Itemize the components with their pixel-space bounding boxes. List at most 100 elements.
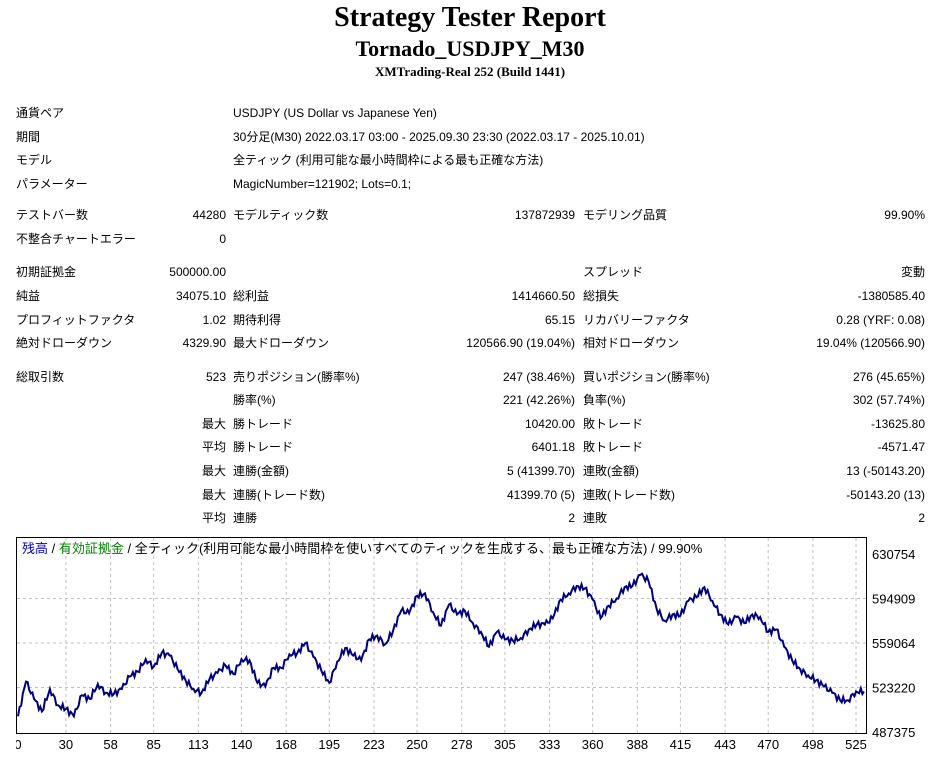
x-tick-label: 305 bbox=[494, 737, 516, 752]
deposit-value: 500000.00 bbox=[169, 265, 226, 279]
long-label: 買いポジション(勝率%) bbox=[583, 370, 710, 384]
quality-value: 99.90% bbox=[884, 208, 925, 222]
max-cons-loss-label: 連敗(金額) bbox=[583, 464, 639, 478]
avg-win-value: 6401.18 bbox=[531, 440, 575, 454]
avg-loss-label: 敗トレード bbox=[583, 440, 644, 454]
pf-label: プロフィットファクタ bbox=[16, 313, 136, 327]
legend-separator: / bbox=[48, 541, 59, 556]
win-rate-label: 勝率(%) bbox=[233, 393, 276, 407]
x-tick-label: 498 bbox=[802, 737, 824, 752]
y-axis: 630754 594909 559064 523220 487375 bbox=[872, 547, 915, 740]
legend-balance: 残高 bbox=[22, 541, 48, 556]
x-tick-label: 525 bbox=[845, 737, 867, 752]
grid bbox=[17, 538, 866, 733]
balance-chart: 630754 594909 559064 523220 487375 0 30 58 85 11… bbox=[16, 537, 915, 752]
y-tick-label: 630754 bbox=[872, 547, 915, 562]
x-tick-label: 360 bbox=[582, 737, 604, 752]
period-value: 30分足(M30) 2022.03.17 03:00 - 2025.09.30 … bbox=[233, 130, 645, 144]
long-value: 276 (45.65%) bbox=[852, 370, 925, 384]
loss-rate-value: 302 (57.74%) bbox=[852, 393, 925, 407]
y-tick-label: 487375 bbox=[872, 725, 915, 740]
x-axis: 0 30 58 85 113 140 168 195 223 250 278 305 333 360 388… bbox=[16, 737, 867, 752]
net-value: 34075.10 bbox=[175, 289, 226, 303]
x-tick-label: 30 bbox=[59, 737, 73, 752]
x-tick-label: 195 bbox=[318, 737, 340, 752]
gross-profit-label: 総利益 bbox=[233, 289, 270, 303]
x-tick-label: 168 bbox=[275, 737, 297, 752]
largest-win-label: 勝トレード bbox=[233, 417, 294, 431]
total-trades-label: 総取引数 bbox=[16, 370, 65, 384]
server-info: XMTrading-Real 252 (Build 1441) bbox=[374, 64, 566, 79]
plot-frame bbox=[16, 537, 867, 734]
y-tick-label: 559064 bbox=[872, 636, 915, 651]
spread-label: スプレッド bbox=[583, 265, 644, 279]
report-title: Strategy Tester Report bbox=[334, 2, 606, 33]
x-tick-label: 0 bbox=[16, 737, 22, 752]
recovery-label: リカバリーファクタ bbox=[583, 313, 690, 327]
period-label: 期間 bbox=[16, 130, 41, 144]
pair-value: USDJPY (US Dollar vs Japanese Yen) bbox=[233, 106, 437, 120]
x-tick-label: 333 bbox=[539, 737, 561, 752]
x-tick-label: 58 bbox=[103, 737, 117, 752]
x-tick-label: 113 bbox=[188, 737, 209, 752]
max-cons-lossamt-label: 連敗(トレード数) bbox=[583, 488, 675, 502]
max-label-3: 最大 bbox=[201, 488, 226, 502]
max-label: 最大 bbox=[201, 417, 226, 431]
x-tick-label: 443 bbox=[714, 737, 736, 752]
abs-dd-label: 絶対ドローダウン bbox=[16, 336, 113, 350]
max-cons-loss-value: 13 (-50143.20) bbox=[846, 464, 925, 478]
x-tick-label: 85 bbox=[146, 737, 160, 752]
pair-label: 通貨ペア bbox=[16, 106, 65, 120]
params-value: MagicNumber=121902; Lots=0.1; bbox=[233, 177, 412, 191]
gross-profit-value: 1414660.50 bbox=[511, 289, 575, 303]
legend-separator-2: / bbox=[124, 541, 135, 556]
x-tick-label: 250 bbox=[406, 737, 428, 752]
x-tick-label: 388 bbox=[626, 737, 648, 752]
max-cons-profit-value: 41399.70 (5) bbox=[506, 488, 575, 502]
expected-value: 65.15 bbox=[544, 313, 575, 327]
recovery-value: 0.28 (YRF: 0.08) bbox=[836, 313, 925, 327]
deposit-label: 初期証拠金 bbox=[16, 265, 77, 279]
spread-value: 変動 bbox=[900, 265, 925, 279]
short-value: 247 (38.46%) bbox=[502, 370, 575, 384]
model-label: モデル bbox=[16, 153, 53, 167]
avg-label: 平均 bbox=[201, 440, 226, 454]
win-rate-value: 221 (42.26%) bbox=[502, 393, 575, 407]
max-dd-value: 120566.90 (19.04%) bbox=[466, 336, 575, 350]
total-trades-value: 523 bbox=[205, 370, 226, 384]
loss-rate-label: 負率(%) bbox=[583, 393, 626, 407]
max-dd-label: 最大ドローダウン bbox=[233, 336, 330, 350]
net-label: 純益 bbox=[16, 289, 41, 303]
pf-value: 1.02 bbox=[202, 313, 226, 327]
short-label: 売りポジション(勝率%) bbox=[233, 370, 360, 384]
mismatch-value: 0 bbox=[219, 232, 226, 246]
largest-loss-value: -13625.80 bbox=[870, 417, 925, 431]
max-cons-profit-label: 連勝(トレード数) bbox=[233, 488, 325, 502]
quality-label: モデリング品質 bbox=[583, 208, 668, 222]
max-label-2: 最大 bbox=[201, 464, 226, 478]
max-cons-lossamt-value: -50143.20 (13) bbox=[846, 488, 925, 502]
bars-label: テストバー数 bbox=[16, 208, 89, 222]
legend-equity: 有効証拠金 bbox=[59, 541, 124, 556]
bars-value: 44280 bbox=[192, 208, 226, 222]
avg-cons-win-value: 2 bbox=[568, 511, 575, 525]
params-label: パラメーター bbox=[16, 177, 88, 191]
gross-loss-label: 総損失 bbox=[583, 289, 620, 303]
y-tick-label: 523220 bbox=[872, 680, 915, 695]
x-tick-label: 278 bbox=[451, 737, 473, 752]
balance-line bbox=[17, 572, 865, 719]
y-tick-label: 594909 bbox=[872, 592, 915, 607]
chart-legend: 残高 / 有効証拠金 / 全ティック(利用可能な最小時間枠を使いすべてのティック… bbox=[22, 541, 703, 556]
avg-cons-loss-value: 2 bbox=[918, 511, 925, 525]
max-cons-win-value: 5 (41399.70) bbox=[506, 464, 575, 478]
avg-cons-win-label: 連勝 bbox=[233, 511, 258, 525]
avg-cons-loss-label: 連敗 bbox=[583, 511, 608, 525]
model-value: 全ティック (利用可能な最小時間枠による最も正確な方法) bbox=[233, 153, 544, 167]
avg-loss-value: -4571.47 bbox=[877, 440, 925, 454]
x-tick-label: 140 bbox=[231, 737, 253, 752]
legend-description: 全ティック(利用可能な最小時間枠を使いすべてのティックを生成する、最も正確な方法… bbox=[135, 541, 703, 556]
mismatch-label: 不整合チャートエラー bbox=[16, 232, 136, 246]
x-tick-label: 415 bbox=[670, 737, 692, 752]
largest-loss-label: 敗トレード bbox=[583, 417, 644, 431]
x-tick-label: 223 bbox=[363, 737, 385, 752]
